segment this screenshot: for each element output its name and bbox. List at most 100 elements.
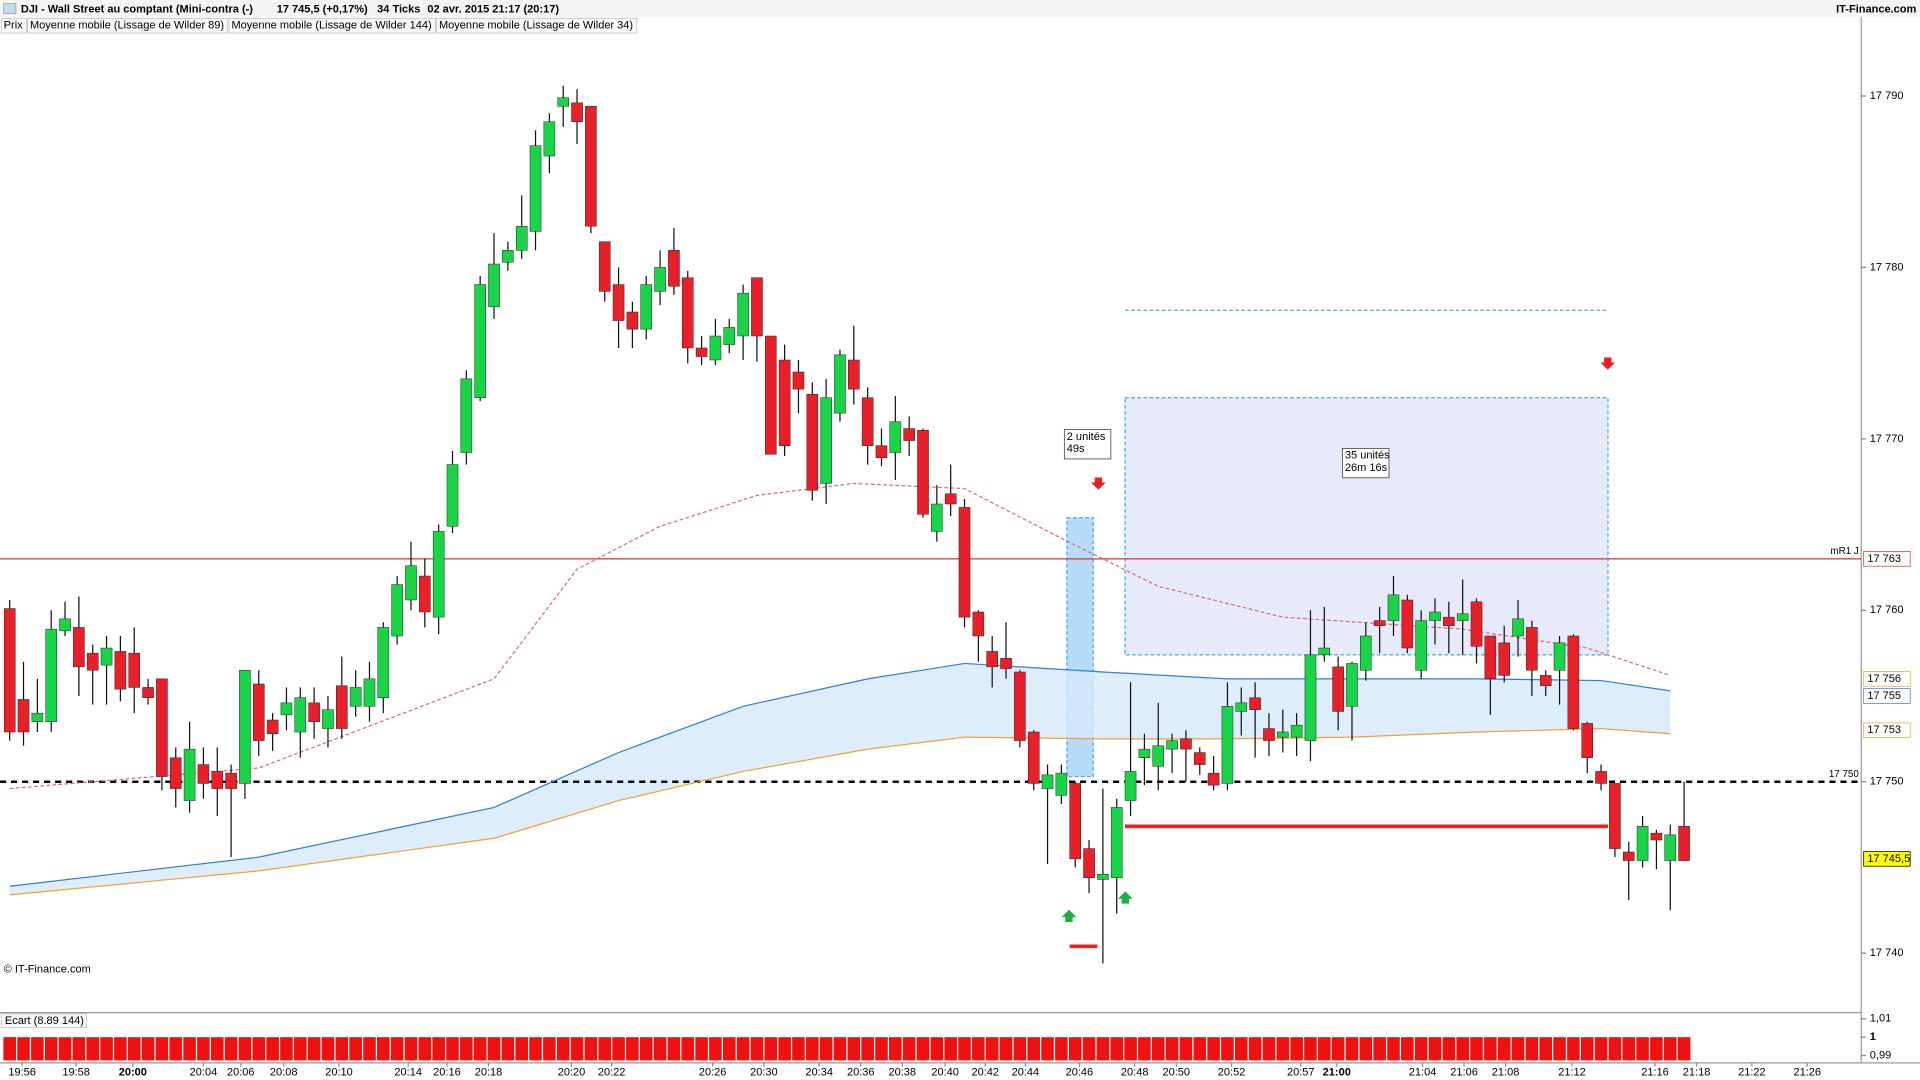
candle-body [709,335,722,361]
indicator-bar [1470,1037,1483,1061]
indicator-bar [1345,1037,1359,1061]
indicator-bar [1622,1037,1636,1061]
indicator-bar [460,1037,473,1061]
moving-average [9,727,1671,896]
price-tag-label: 17 753 [1867,724,1901,736]
indicator-bar [1055,1037,1068,1061]
x-tick-label: 20:40 [931,1067,959,1079]
indicator-bar [1179,1037,1193,1061]
indicator-bar [543,1037,556,1061]
candle-body [1069,783,1082,860]
moving-average [9,662,1671,887]
legend-box [0,18,27,34]
price-tag-label: 17 763 [1867,553,1901,565]
candle-body [515,226,528,251]
candle-body [875,445,888,458]
candle-body [1664,834,1677,861]
indicator-bar [972,1037,985,1061]
candle-body [1539,675,1552,686]
candle-body [903,428,915,441]
indicator-bar [58,1037,72,1061]
note-box [1342,448,1390,479]
icon [3,3,17,14]
candle-body [1387,594,1400,621]
indicator-bar [1124,1037,1137,1061]
indicator-bar [1636,1037,1649,1061]
candle-body [834,354,846,414]
candle-body [183,748,196,801]
indicator-bar [1414,1037,1428,1061]
candle-body [73,627,85,668]
indicator-bar [1650,1037,1663,1061]
title: DJI - Wall Street au comptant (Mini-cont… [21,4,253,16]
indicator-bar [1539,1037,1553,1061]
candle-body [986,651,998,668]
indicator-bar [1497,1037,1511,1061]
indicator-bar [100,1037,113,1061]
price-tag-label: 17 756 [1867,673,1901,685]
y-tick-label: 17 790 [1870,90,1904,102]
x-tick-label: 20:08 [270,1067,298,1079]
indicator-bar [778,1037,791,1061]
y-tick-label: 17 770 [1870,433,1904,445]
candle-body [1249,697,1261,710]
candle-body [86,652,99,671]
candle-body [861,397,874,446]
indicator-bar [1068,1037,1082,1061]
candle-body [363,678,376,707]
indicator-bar [1442,1037,1456,1061]
candle-body [751,277,763,337]
indicator-bar [127,1037,141,1061]
candle-body [1138,748,1151,758]
indicator-bar [1608,1037,1622,1061]
x-tick-label: 20:48 [1121,1067,1149,1079]
y-tick-label: 17 750 [1870,776,1904,788]
indicator-bar [653,1037,667,1061]
candle-body [239,670,251,784]
legend-box [228,18,436,34]
candle-body [169,757,182,789]
x-tick-label: 20:30 [750,1067,778,1079]
candle-body [294,697,307,733]
x-tick-label: 21:22 [1738,1067,1766,1079]
candle-body [1581,723,1594,758]
legend-label: Moyenne mobile (Lissage de Wilder 144) [231,20,431,32]
candle-body [529,145,542,232]
sell-arrow [1600,357,1616,370]
candle-body [612,284,625,321]
candle-body [1595,771,1607,784]
indicator-bar [833,1037,847,1061]
indicator-bar [875,1037,888,1061]
indicator-bar [1428,1037,1442,1061]
indicator-bar [681,1037,695,1061]
x-tick-label: 21:16 [1641,1067,1669,1079]
indicator-bar [210,1037,224,1061]
candle-body [31,712,44,722]
indicator-bar [819,1037,833,1061]
candle-body [1470,601,1483,647]
candle-body [1110,807,1123,878]
indicator-bar [418,1037,432,1061]
x-tick-label: 21:26 [1793,1067,1821,1079]
candle-body [1041,774,1054,789]
candle-body [1526,627,1538,671]
indicator-bar [321,1037,335,1061]
indicator-tick-label: 0,99 [1870,1049,1891,1061]
candle-body [488,263,500,308]
candle-body [1014,671,1026,741]
indicator-bar [930,1037,944,1061]
candle-body [1609,783,1621,849]
indicator-bar [722,1037,736,1061]
x-tick-label: 20:42 [971,1067,999,1079]
indicator-bar [1248,1037,1262,1061]
x-tick-label: 20:46 [1066,1067,1094,1079]
candle-body [405,565,417,601]
indicator-bar [114,1037,127,1061]
candle-body [958,507,971,618]
indicator-tick-label: 1,01 [1870,1013,1891,1025]
indicator-bar [695,1037,708,1061]
indicator-bar [1580,1037,1594,1061]
candle-body [917,430,929,515]
candle-body [889,421,902,453]
candle-body [336,685,348,729]
